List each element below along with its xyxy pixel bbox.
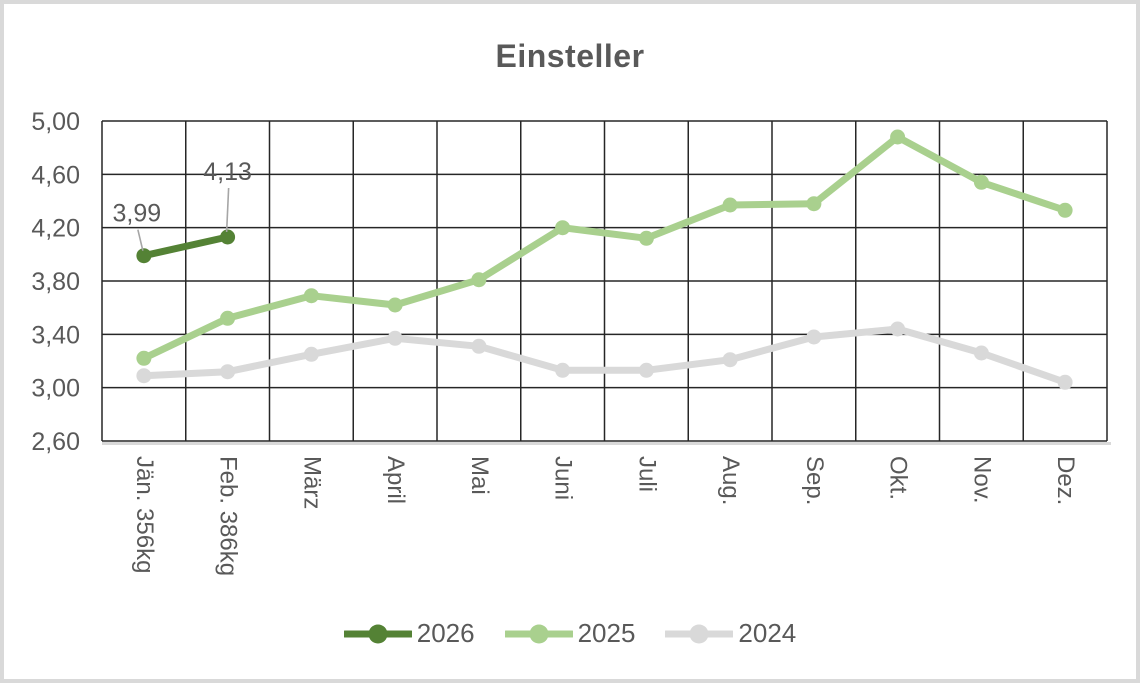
x-axis-label: Nov. xyxy=(968,456,995,504)
legend-key-2026-icon xyxy=(343,624,412,643)
data-point-2024-10 xyxy=(973,345,989,361)
data-point-2025-6 xyxy=(638,230,654,246)
legend: 2026 2025 2024 xyxy=(4,618,1136,649)
x-axis-label: April xyxy=(382,456,409,504)
y-tick-label: 5,00 xyxy=(31,108,80,136)
data-point-2026-1 xyxy=(220,229,236,245)
y-tick-label: 3,00 xyxy=(31,375,80,403)
data-point-2025-2 xyxy=(303,288,319,304)
legend-key-2025-icon xyxy=(504,624,573,643)
legend-label: 2024 xyxy=(738,618,797,648)
data-point-2025-0 xyxy=(136,350,152,366)
x-axis-label: Mai xyxy=(466,456,493,495)
y-tick-label: 4,60 xyxy=(31,161,80,189)
legend-key-2024-icon xyxy=(665,624,734,643)
data-point-2025-11 xyxy=(1057,202,1073,218)
data-point-2024-0 xyxy=(136,368,152,384)
data-point-2026-0 xyxy=(136,248,152,264)
data-point-2024-1 xyxy=(220,364,236,380)
x-axis-label: Dez. xyxy=(1052,456,1079,505)
data-point-2024-9 xyxy=(890,321,906,337)
data-point-2024-7 xyxy=(722,352,738,368)
data-point-2025-3 xyxy=(387,297,403,313)
series-2025-line xyxy=(140,133,1069,362)
data-point-2024-3 xyxy=(387,330,403,346)
data-point-2024-2 xyxy=(303,346,319,362)
y-tick-label: 3,80 xyxy=(31,268,80,296)
x-axis-line xyxy=(102,442,1111,445)
x-axis-label: Juni xyxy=(550,456,577,500)
y-tick-label: 4,20 xyxy=(31,215,80,243)
x-axis-label: Juli xyxy=(633,456,660,492)
legend-label: 2026 xyxy=(416,618,475,648)
data-point-2025-8 xyxy=(806,196,822,212)
y-tick-label: 2,60 xyxy=(31,428,80,456)
data-point-2024-11 xyxy=(1057,374,1073,390)
x-axis-label: Okt. xyxy=(885,456,912,500)
chart-title: Einsteller xyxy=(495,38,645,74)
x-axis-label: Sep. xyxy=(801,456,828,505)
legend-label: 2025 xyxy=(577,618,636,648)
data-point-2024-5 xyxy=(555,362,571,378)
data-label: 4,13 xyxy=(203,158,252,186)
data-point-2024-6 xyxy=(638,362,654,378)
data-point-2025-5 xyxy=(555,220,571,236)
data-point-2024-8 xyxy=(806,329,822,345)
series-2026-line xyxy=(140,233,232,260)
y-tick-label: 3,40 xyxy=(31,321,80,349)
legend-item-2025: 2025 xyxy=(504,618,636,649)
data-label-leader-line xyxy=(225,187,230,233)
data-point-2025-9 xyxy=(890,129,906,145)
legend-item-2026: 2026 xyxy=(343,618,475,649)
data-point-2025-10 xyxy=(973,174,989,190)
data-point-2024-4 xyxy=(471,338,487,354)
data-label: 3,99 xyxy=(113,200,162,228)
x-axis-label: Feb. 386kg xyxy=(215,456,242,576)
plot-area: 5,00 4,60 4,20 3,80 3,40 3,00 2,60 Jän. 356kg Fe… xyxy=(31,108,1111,576)
data-point-2025-4 xyxy=(471,272,487,288)
data-label-leader-line xyxy=(137,229,144,251)
x-axis-label: Jän. 356kg xyxy=(131,456,158,573)
legend-item-2024: 2024 xyxy=(665,618,796,649)
data-point-2025-7 xyxy=(722,197,738,213)
series-2024-line xyxy=(140,325,1069,386)
x-axis-label: Aug. xyxy=(717,456,744,505)
x-axis-label: März xyxy=(298,456,325,509)
data-point-2025-1 xyxy=(220,310,236,326)
